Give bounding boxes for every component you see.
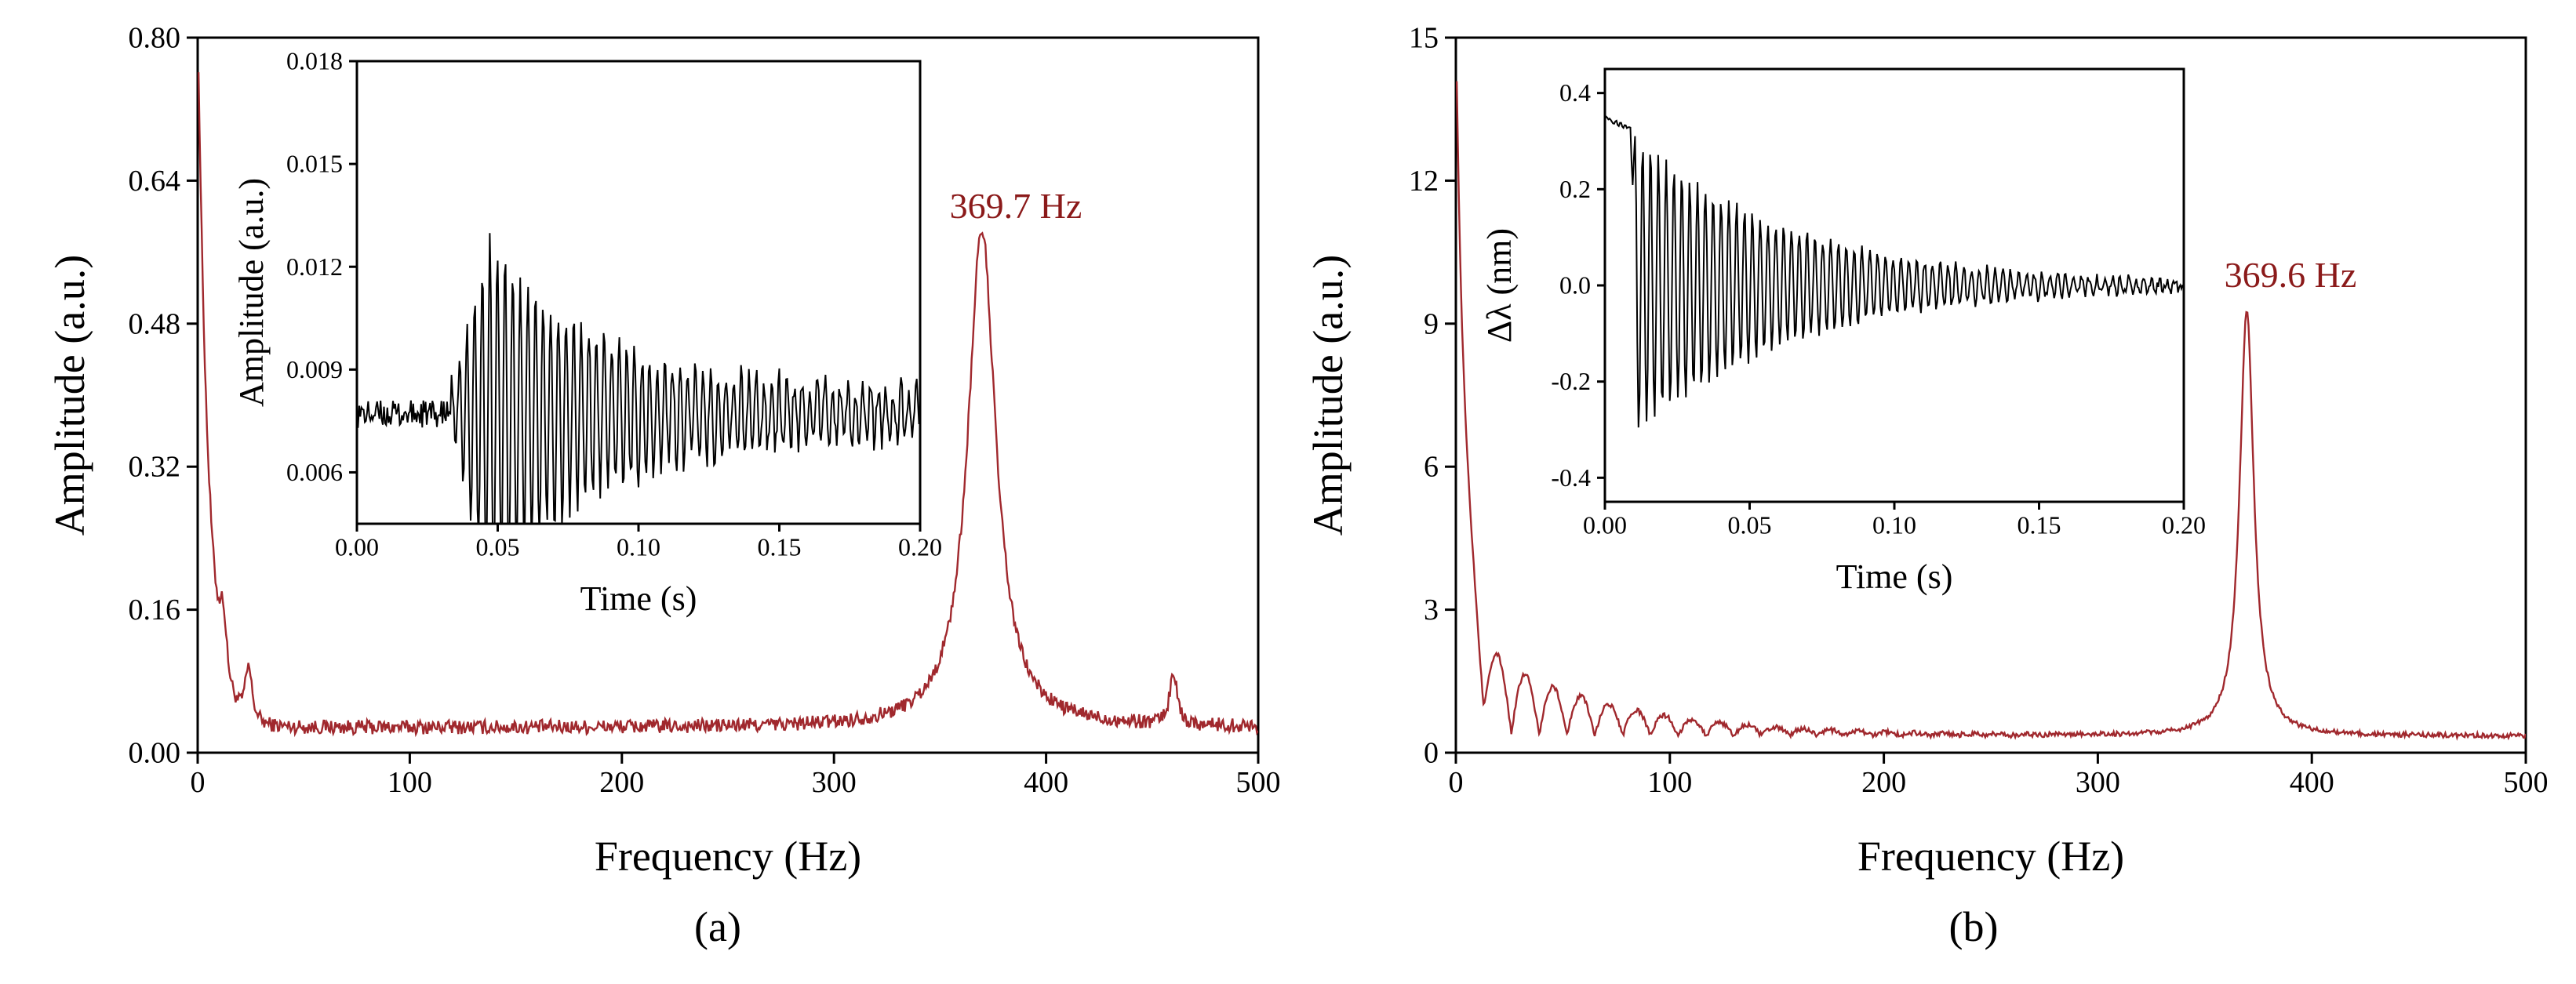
inset-y-axis-title: Δλ (nm) xyxy=(1480,228,1519,343)
y-tick-label: 0.80 xyxy=(129,22,181,55)
spectrum-series xyxy=(198,72,1258,738)
x-tick-label: 500 xyxy=(2504,766,2549,799)
inset-x-tick-label: 0.05 xyxy=(1728,510,1772,539)
inset-x-tick-label: 0.00 xyxy=(1583,510,1627,539)
inset-y-tick-label: -0.4 xyxy=(1551,463,1591,492)
x-axis-title: Frequency (Hz) xyxy=(595,833,861,880)
inset-series xyxy=(357,233,920,524)
x-tick-label: 200 xyxy=(1861,766,1906,799)
inset-y-tick-label: 0.2 xyxy=(1559,175,1591,203)
inset-y-tick-label: 0.009 xyxy=(286,355,343,383)
y-tick-label: 3 xyxy=(1424,594,1439,626)
inset-x-tick-label: 0.00 xyxy=(335,532,379,561)
inset-y-tick-label: 0.015 xyxy=(286,150,343,178)
y-tick-label: 0.00 xyxy=(129,737,181,770)
x-tick-label: 200 xyxy=(599,766,644,799)
inset-y-tick-label: 0.018 xyxy=(286,47,343,75)
peak-annotation: 369.7 Hz xyxy=(950,186,1082,226)
inset-x-tick-label: 0.10 xyxy=(1872,510,1916,539)
x-tick-label: 100 xyxy=(387,766,432,799)
y-tick-label: 15 xyxy=(1409,22,1439,55)
inset-x-tick-label: 0.15 xyxy=(758,532,802,561)
inset-x-tick-label: 0.20 xyxy=(2162,510,2206,539)
inset-x-tick-label: 0.20 xyxy=(898,532,942,561)
x-tick-label: 400 xyxy=(2290,766,2334,799)
x-tick-label: 0 xyxy=(1449,766,1464,799)
y-tick-label: 0.64 xyxy=(129,165,181,198)
inset-y-tick-label: -0.2 xyxy=(1551,367,1591,395)
x-tick-label: 300 xyxy=(2076,766,2120,799)
inset-x-tick-label: 0.15 xyxy=(2018,510,2061,539)
spectrum-series xyxy=(1456,81,2526,741)
inset-background xyxy=(357,61,920,524)
inset-y-tick-label: 0.4 xyxy=(1559,78,1591,107)
y-tick-label: 12 xyxy=(1409,165,1439,198)
inset-x-tick-label: 0.05 xyxy=(476,532,520,561)
inset-x-axis-title: Time (s) xyxy=(1836,557,1953,596)
x-tick-label: 0 xyxy=(191,766,206,799)
plot-frame xyxy=(1454,36,2527,754)
x-tick-label: 100 xyxy=(1647,766,1692,799)
x-axis-title: Frequency (Hz) xyxy=(1857,833,2124,880)
x-tick-label: 300 xyxy=(812,766,857,799)
panel-a: 0 100 200 300 400 500 0.00 0.16 0.32 0.48 0.64 0.80… xyxy=(46,22,1281,950)
y-tick-label: 0.16 xyxy=(129,594,181,626)
inset-chart: 0.00 0.05 0.10 0.15 0.20 -0.4 -0.2 0.0 0.2 0.4 Tim… xyxy=(1480,67,2206,596)
inset-y-axis-title: Amplitude (a.u.) xyxy=(232,178,271,407)
inset-x-axis-title: Time (s) xyxy=(580,579,697,618)
inset-y-tick-label: 0.012 xyxy=(286,252,343,281)
peak-annotation: 369.6 Hz xyxy=(2225,255,2357,295)
x-tick-label: 500 xyxy=(1236,766,1281,799)
inset-y-tick-label: 0.006 xyxy=(286,458,343,486)
inset-frame-top xyxy=(1603,67,2185,503)
inset-series xyxy=(1605,114,2184,428)
panel-b: 0 100 200 300 400 500 0 3 6 9 12 15 Frequency (Hz) Am… xyxy=(1304,22,2549,950)
y-tick-label: 0 xyxy=(1424,737,1439,770)
y-tick-label: 6 xyxy=(1424,451,1439,484)
y-axis-title: Amplitude (a.u.) xyxy=(1304,255,1352,536)
y-axis-title: Amplitude (a.u.) xyxy=(46,255,93,536)
inset-chart: 0.00 0.05 0.10 0.15 0.20 0.006 0.009 0.012 0.015… xyxy=(232,47,942,618)
inset-y-tick-label: 0.0 xyxy=(1559,271,1591,300)
x-tick-label: 400 xyxy=(1024,766,1068,799)
panel-label: (a) xyxy=(694,903,741,950)
y-tick-label: 0.48 xyxy=(129,307,181,340)
inset-frame-top xyxy=(355,60,922,525)
y-tick-label: 0.32 xyxy=(129,451,181,484)
inset-x-tick-label: 0.10 xyxy=(617,532,660,561)
y-tick-label: 9 xyxy=(1424,307,1439,340)
panel-label: (b) xyxy=(1949,903,1999,950)
plot-frame xyxy=(196,36,1260,754)
